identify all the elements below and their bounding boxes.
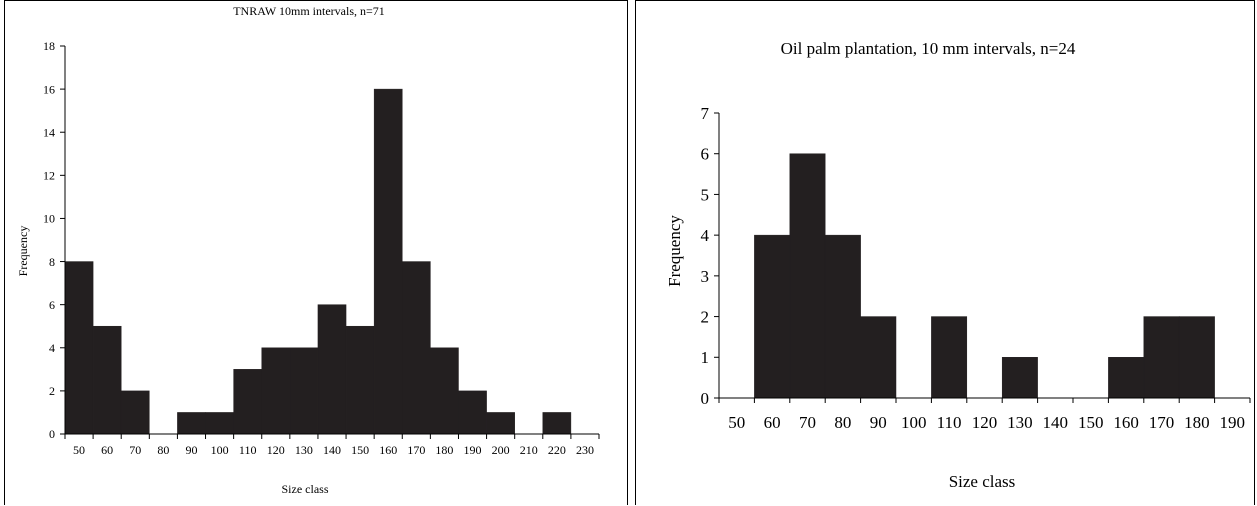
y-tick-label-4: 4 <box>701 226 710 245</box>
x-tick-label-110: 110 <box>937 413 962 432</box>
histogram-tnraw: TNRAW 10mm intervals, n=71 Size class Fr… <box>16 4 600 496</box>
y-tick-label-4: 4 <box>49 341 55 355</box>
x-tick-label-190: 190 <box>464 443 482 457</box>
x-tick-label-150: 150 <box>1078 413 1104 432</box>
bar-190 <box>458 390 487 435</box>
bar-130 <box>1001 357 1038 399</box>
x-tick-label-130: 130 <box>295 443 313 457</box>
bar-220 <box>542 412 572 435</box>
y-tick-label-0: 0 <box>49 427 55 441</box>
y-tick-label-12: 12 <box>43 169 55 183</box>
x-tick-label-140: 140 <box>323 443 341 457</box>
bar-160 <box>1108 357 1145 399</box>
bar-170 <box>402 261 431 435</box>
bar-60 <box>92 325 122 435</box>
histogram-oil-palm: Oil palm plantation, 10 mm intervals, n=… <box>665 39 1251 491</box>
x-tick-label-200: 200 <box>492 443 510 457</box>
bar-170 <box>1143 316 1180 399</box>
bar-140 <box>317 304 347 435</box>
y-tick-label-1: 1 <box>701 348 710 367</box>
bar-group <box>754 153 1215 399</box>
y-tick-label-7: 7 <box>701 104 710 123</box>
y-tick-label-18: 18 <box>43 39 55 53</box>
bar-90 <box>177 412 206 435</box>
bar-110 <box>233 369 262 435</box>
y-tick-label-2: 2 <box>701 308 710 327</box>
y-tick-label-16: 16 <box>43 82 55 96</box>
x-axis-label: Size class <box>282 482 329 496</box>
axes: 0 1 2 3 4 5 6 7 50 60 70 80 90 100 110 120 130 140 150 160 1… <box>701 104 1251 432</box>
bar-80 <box>824 234 861 399</box>
x-tick-label-100: 100 <box>211 443 229 457</box>
bar-group <box>64 88 572 435</box>
x-tick-label-160: 160 <box>379 443 397 457</box>
chart-title: Oil palm plantation, 10 mm intervals, n=… <box>781 39 1076 58</box>
bar-150 <box>345 325 375 435</box>
bar-130 <box>289 347 319 435</box>
y-tick-label-14: 14 <box>43 125 55 139</box>
chart-panel-oil-palm: Oil palm plantation, 10 mm intervals, n=… <box>635 0 1255 505</box>
axes: 0 2 4 6 8 10 12 14 16 18 50 60 70 80 90 100 110 120 130 140… <box>43 39 600 457</box>
x-tick-label-50: 50 <box>728 413 745 432</box>
x-tick-label-160: 160 <box>1113 413 1139 432</box>
y-axis-label: Frequency <box>16 226 30 277</box>
x-tick-label-60: 60 <box>764 413 781 432</box>
x-tick-label-90: 90 <box>870 413 887 432</box>
x-tick-label-140: 140 <box>1043 413 1069 432</box>
bar-180 <box>1178 316 1215 399</box>
y-tick-label-8: 8 <box>49 255 55 269</box>
x-tick-label-180: 180 <box>1184 413 1210 432</box>
bar-110 <box>931 316 968 399</box>
bar-70 <box>120 390 150 435</box>
bar-60 <box>754 234 791 399</box>
x-tick-label-150: 150 <box>351 443 369 457</box>
x-axis-label: Size class <box>949 472 1016 491</box>
y-tick-label-6: 6 <box>49 298 55 312</box>
chart-title: TNRAW 10mm intervals, n=71 <box>233 4 385 18</box>
x-tick-label-180: 180 <box>435 443 453 457</box>
x-tick-label-80: 80 <box>834 413 851 432</box>
y-tick-label-0: 0 <box>701 389 710 408</box>
x-tick-label-120: 120 <box>267 443 285 457</box>
bar-200 <box>486 412 515 435</box>
x-tick-label-80: 80 <box>157 443 169 457</box>
y-tick-label-3: 3 <box>701 267 710 286</box>
y-tick-label-6: 6 <box>701 145 710 164</box>
x-tick-label-100: 100 <box>901 413 927 432</box>
x-tick-label-230: 230 <box>576 443 594 457</box>
x-tick-label-170: 170 <box>407 443 425 457</box>
x-tick-label-120: 120 <box>972 413 998 432</box>
x-tick-label-190: 190 <box>1220 413 1246 432</box>
x-tick-label-130: 130 <box>1007 413 1033 432</box>
bar-180 <box>430 347 459 435</box>
y-tick-label-5: 5 <box>701 185 710 204</box>
x-tick-label-110: 110 <box>239 443 257 457</box>
x-tick-label-90: 90 <box>185 443 197 457</box>
bar-70 <box>789 153 826 399</box>
bar-120 <box>261 347 291 435</box>
bar-50 <box>64 261 94 435</box>
x-tick-label-70: 70 <box>799 413 816 432</box>
x-tick-label-70: 70 <box>129 443 141 457</box>
x-tick-label-60: 60 <box>101 443 113 457</box>
bar-90 <box>860 316 897 399</box>
x-tick-label-170: 170 <box>1149 413 1175 432</box>
x-tick-label-50: 50 <box>73 443 85 457</box>
bar-160 <box>373 88 403 435</box>
y-axis-label: Frequency <box>665 215 684 287</box>
x-tick-label-210: 210 <box>520 443 538 457</box>
x-tick-label-220: 220 <box>548 443 566 457</box>
y-tick-label-2: 2 <box>49 384 55 398</box>
bar-100 <box>205 412 234 435</box>
y-tick-label-10: 10 <box>43 212 55 226</box>
chart-panel-tnraw: TNRAW 10mm intervals, n=71 Size class Fr… <box>4 0 628 505</box>
